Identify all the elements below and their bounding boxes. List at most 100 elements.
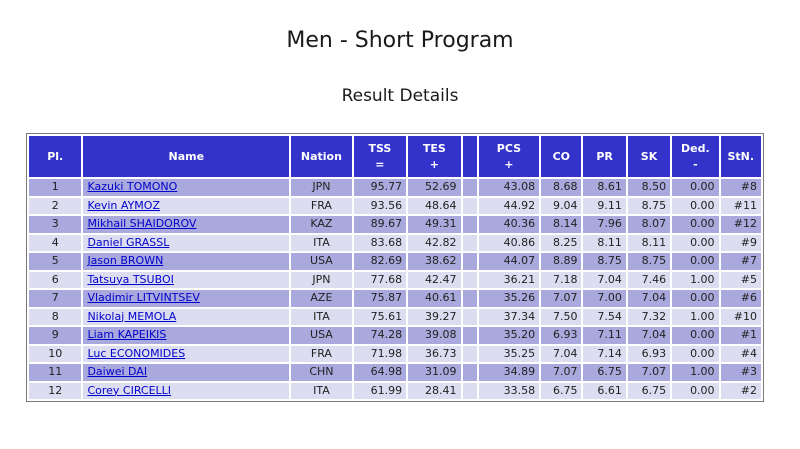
header-tss-op: = [375,157,385,171]
cell-tes: 28.41 [408,382,461,399]
cell-sk: 7.46 [627,271,671,288]
cell-sk: 8.11 [627,234,671,251]
cell-sk: 7.04 [627,327,671,344]
cell-pr: 7.54 [583,308,626,325]
cell-ded: 0.00 [672,290,719,307]
skater-link[interactable]: Vladimir LITVINTSEV [87,291,200,305]
table-row: 5 Jason BROWN USA 82.69 38.62 44.07 8.89… [29,253,761,270]
header-ded-label: Ded. [681,141,710,155]
header-co-label: CO [552,149,571,163]
cell-tss: 75.87 [353,290,407,307]
cell-tes: 39.27 [408,308,461,325]
cell-name: Jason BROWN [83,253,290,270]
header-tss: TSS = [353,136,407,177]
cell-stn: #9 [720,234,761,251]
cell-tes: 42.82 [408,234,461,251]
cell-name: Corey CIRCELLI [83,382,290,399]
header-tss-label: TSS [368,141,392,155]
cell-ded: 0.00 [672,197,719,214]
header-pcs: PCS + [478,136,540,177]
header-pr-label: PR [596,149,613,163]
cell-gap [462,290,477,307]
cell-ded: 0.00 [672,234,719,251]
cell-name: Daniel GRASSL [83,234,290,251]
header-place: Pl. [29,136,82,177]
cell-tss: 64.98 [353,364,407,381]
cell-gap [462,216,477,233]
cell-tss: 61.99 [353,382,407,399]
cell-tes: 39.08 [408,327,461,344]
cell-name: Daiwei DAI [83,364,290,381]
header-stn-label: StN. [727,149,755,163]
cell-ded: 0.00 [672,216,719,233]
header-sk-label: SK [640,149,658,163]
cell-name: Liam KAPEIKIS [83,327,290,344]
cell-stn: #6 [720,290,761,307]
cell-gap [462,179,477,196]
page-title: Men - Short Program [286,28,514,53]
cell-stn: #12 [720,216,761,233]
header-row: Pl. Name Nation TSS = TES + PCS + CO PR SK … [29,136,761,177]
cell-place: 10 [29,345,82,362]
cell-pr: 7.00 [583,290,626,307]
cell-tes: 36.73 [408,345,461,362]
cell-place: 6 [29,271,82,288]
skater-link[interactable]: Nikolaj MEMOLA [87,309,177,323]
skater-link[interactable]: Daiwei DAI [87,365,148,379]
cell-co: 6.75 [541,382,582,399]
header-ded-op: - [693,157,698,171]
skater-link[interactable]: Liam KAPEIKIS [87,328,167,342]
header-tes-op: + [429,157,439,171]
cell-tss: 77.68 [353,271,407,288]
cell-ded: 0.00 [672,382,719,399]
header-name-label: Name [168,149,205,163]
cell-gap [462,382,477,399]
cell-tss: 93.56 [353,197,407,214]
cell-tss: 75.61 [353,308,407,325]
header-sk: SK [627,136,671,177]
header-tes-label: TES [422,141,446,155]
cell-pcs: 43.08 [478,179,540,196]
skater-link[interactable]: Kazuki TOMONO [87,180,178,194]
cell-nation: JPN [291,271,352,288]
skater-link[interactable]: Mikhail SHAIDOROV [87,217,197,231]
cell-ded: 0.00 [672,179,719,196]
skater-link[interactable]: Luc ECONOMIDES [87,346,186,360]
skater-link[interactable]: Jason BROWN [87,254,164,268]
cell-sk: 8.75 [627,253,671,270]
cell-pr: 6.61 [583,382,626,399]
header-nation: Nation [291,136,352,177]
cell-pr: 6.75 [583,364,626,381]
cell-sk: 7.04 [627,290,671,307]
cell-stn: #10 [720,308,761,325]
cell-pr: 7.04 [583,271,626,288]
cell-pcs: 35.25 [478,345,540,362]
cell-ded: 1.00 [672,308,719,325]
cell-tss: 71.98 [353,345,407,362]
cell-tss: 89.67 [353,216,407,233]
cell-ded: 0.00 [672,327,719,344]
skater-link[interactable]: Corey CIRCELLI [87,383,172,397]
cell-tes: 42.47 [408,271,461,288]
cell-pcs: 36.21 [478,271,540,288]
cell-stn: #8 [720,179,761,196]
cell-pcs: 44.92 [478,197,540,214]
header-nation-label: Nation [300,149,342,163]
cell-stn: #2 [720,382,761,399]
cell-pcs: 33.58 [478,382,540,399]
cell-place: 3 [29,216,82,233]
cell-ded: 0.00 [672,253,719,270]
skater-link[interactable]: Tatsuya TSUBOI [87,272,174,286]
header-pr: PR [583,136,626,177]
cell-name: Luc ECONOMIDES [83,345,290,362]
skater-link[interactable]: Kevin AYMOZ [87,198,160,212]
cell-pr: 7.96 [583,216,626,233]
skater-link[interactable]: Daniel GRASSL [87,235,170,249]
cell-tes: 31.09 [408,364,461,381]
table-row: 11 Daiwei DAI CHN 64.98 31.09 34.89 7.07… [29,364,761,381]
cell-pr: 8.61 [583,179,626,196]
cell-nation: USA [291,253,352,270]
cell-ded: 1.00 [672,364,719,381]
cell-co: 7.07 [541,290,582,307]
